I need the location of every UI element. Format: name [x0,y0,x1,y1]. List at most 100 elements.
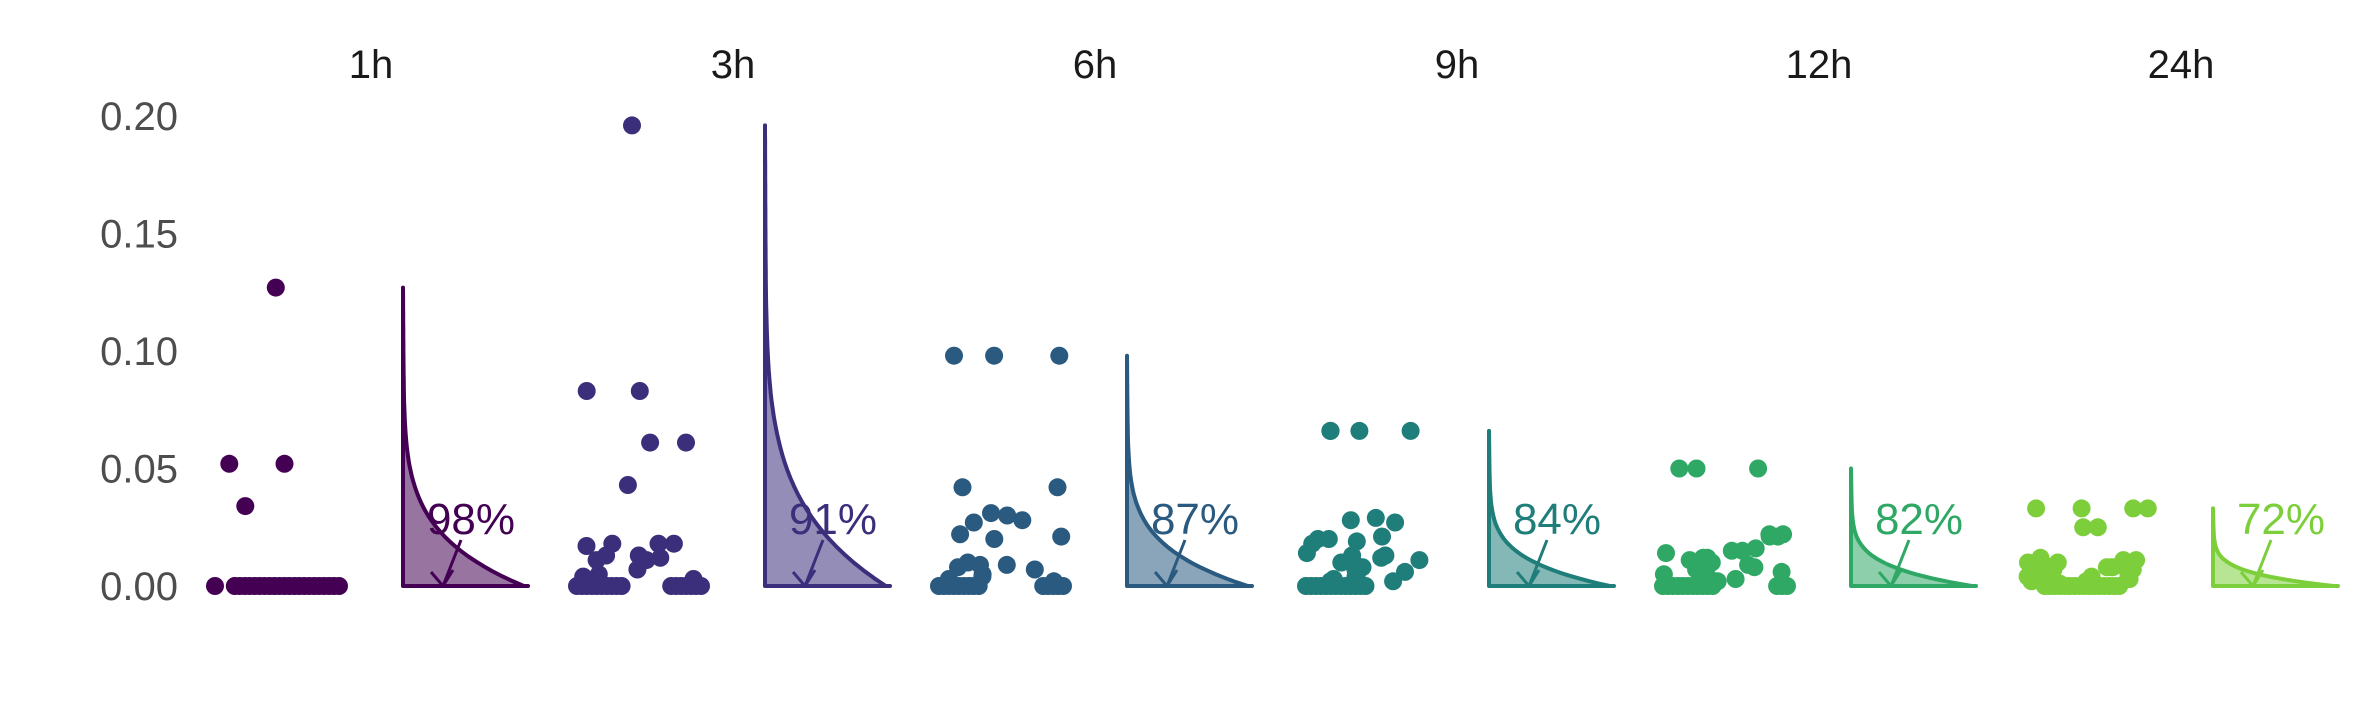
data-point [1052,527,1071,546]
data-point [1410,551,1429,570]
panel-3h: 3h 91% [568,43,892,595]
data-point [1319,530,1338,548]
data-point [997,555,1016,574]
points-3h [568,116,710,595]
points-1h [206,278,348,595]
data-point [651,548,670,567]
data-point [330,577,348,595]
data-point [628,560,647,579]
data-point [2124,499,2143,518]
mode-arrow-icon [2239,539,2273,587]
data-point [1013,511,1032,530]
data-point [985,346,1004,365]
data-point [985,530,1004,548]
data-point [2072,499,2091,518]
panel-title: 12h [1786,43,1853,87]
panel-9h: 9h 84% [1297,43,1616,595]
mode-arrow-icon [1877,539,1911,587]
data-point [969,577,988,595]
points-9h [1297,421,1429,595]
mode-arrow-icon [791,539,825,587]
data-point [1050,346,1069,365]
panel-title: 1h [349,43,394,87]
data-point [2097,558,2116,577]
data-point [577,382,596,400]
data-point [964,513,983,532]
data-point [1657,544,1675,563]
density-curve [1125,353,1254,588]
mode-arrow-icon [429,539,463,587]
data-point [1341,511,1360,530]
density-curve [2211,506,2340,588]
panel-title: 9h [1435,43,1480,87]
data-point [1772,562,1791,581]
data-point [1702,553,1721,572]
percent-label: 91% [789,495,877,544]
data-point [1372,548,1391,567]
y-tick-label: 0.05 [100,448,178,492]
mode-arrow-icon [1153,539,1187,587]
data-point [953,478,972,497]
data-point [1726,570,1745,588]
data-point [1321,421,1340,440]
data-point [1297,544,1316,563]
data-point [1670,459,1689,478]
data-point [1350,421,1369,440]
data-point [1778,577,1796,595]
percent-label: 98% [427,495,515,544]
density-curve [1849,466,1978,588]
percent-label: 72% [2237,495,2325,544]
data-point [1401,421,1420,440]
y-tick-label: 0.15 [100,213,178,257]
data-point [236,497,255,516]
data-point [577,537,596,555]
data-point [664,534,683,553]
data-point [1760,527,1779,546]
data-point [677,433,695,452]
data-point [220,454,239,473]
points-6h [930,346,1072,595]
data-point [1025,560,1044,579]
panel-title: 3h [711,43,756,87]
data-point [1722,541,1741,560]
data-point [1749,459,1768,478]
data-point [1373,527,1391,546]
data-point [951,525,970,544]
data-point [2138,499,2157,518]
panels: 1h 98% 3h 91% 6h 87% 9h 84% 12h 82% 24h 72% [206,43,2340,595]
data-point [641,433,660,452]
data-point [982,504,1000,523]
percent-label: 87% [1151,495,1239,544]
data-point [266,278,285,297]
data-point [1703,577,1722,595]
panel-12h: 12h 82% [1654,43,1978,595]
percent-label: 82% [1875,495,1963,544]
data-point [2088,518,2107,537]
y-tick-label: 0.20 [100,95,178,139]
data-point [1746,539,1765,558]
points-12h [1654,459,1796,595]
y-tick-label: 0.10 [100,330,178,374]
data-point [618,476,637,494]
data-point [630,382,649,400]
panel-title: 24h [2148,43,2215,87]
data-point [2074,518,2093,537]
points-24h [2018,499,2157,595]
data-point [1048,478,1067,497]
panel-title: 6h [1073,43,1118,87]
data-point [692,577,710,595]
density-curve [401,285,530,588]
data-point [1332,553,1351,572]
y-axis: 0.00 0.05 0.10 0.15 0.20 [100,95,178,609]
data-point [1384,572,1403,591]
density-curve [763,123,892,588]
panel-24h: 24h 72% [2018,43,2340,595]
data-point [1386,513,1405,532]
data-point [206,577,224,595]
data-point [587,551,606,570]
data-point [1054,577,1072,595]
data-point [1366,508,1385,527]
data-point [2027,499,2046,518]
data-point [1745,558,1764,577]
